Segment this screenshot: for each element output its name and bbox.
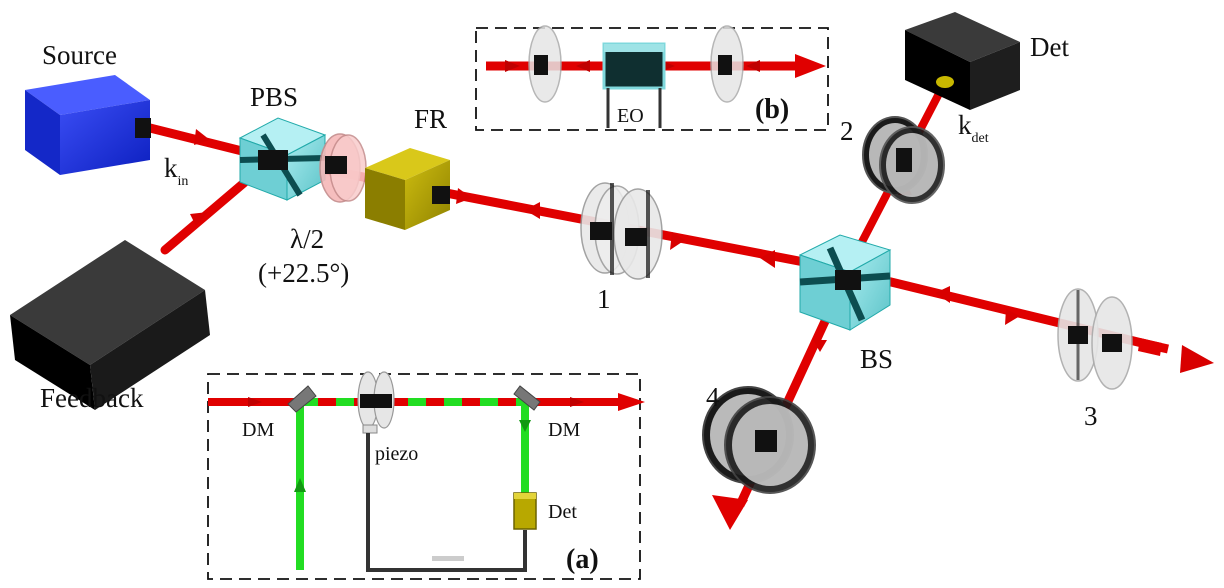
label-port-3: 3 bbox=[1084, 401, 1098, 431]
label-det: Det bbox=[1030, 32, 1069, 62]
label-dm-right: DM bbox=[548, 419, 580, 441]
label-inset-a-tag: (a) bbox=[566, 544, 599, 575]
label-eo: EO bbox=[617, 105, 644, 127]
lens-pair-3 bbox=[1057, 288, 1133, 390]
port4-arrowhead bbox=[712, 495, 748, 530]
inset-a bbox=[207, 371, 645, 580]
port3-dashes bbox=[1138, 338, 1162, 356]
label-waveplate-angle: (+22.5°) bbox=[258, 258, 349, 288]
label-port-2: 2 bbox=[840, 116, 854, 146]
faraday-rotator bbox=[365, 148, 450, 230]
label-pbs: PBS bbox=[250, 82, 298, 112]
lens-pair-1 bbox=[580, 182, 663, 280]
labels: Source Feedback PBS kin λ/2 (+22.5°) FR … bbox=[40, 32, 1098, 575]
label-k-in: kin bbox=[164, 153, 188, 189]
inset-b bbox=[475, 25, 829, 131]
label-fr: FR bbox=[414, 104, 447, 134]
label-piezo: piezo bbox=[375, 443, 418, 465]
label-k-det: kdet bbox=[958, 110, 989, 146]
label-port-1: 1 bbox=[597, 284, 611, 314]
label-inset-b-tag: (b) bbox=[755, 94, 789, 125]
label-half-wave-plate: λ/2 bbox=[290, 224, 324, 254]
lens-pair-2 bbox=[862, 116, 945, 204]
detector-block bbox=[905, 12, 1020, 110]
label-source: Source bbox=[42, 40, 117, 70]
label-det-inset: Det bbox=[548, 501, 577, 523]
lens-pair-4 bbox=[702, 386, 816, 494]
label-dm-left: DM bbox=[242, 419, 274, 441]
feedback-block bbox=[10, 240, 210, 410]
half-wave-plate bbox=[319, 133, 367, 203]
source-laser bbox=[25, 75, 151, 175]
pbs-cube bbox=[238, 117, 327, 201]
bs-cube bbox=[798, 234, 892, 331]
label-feedback: Feedback bbox=[40, 383, 144, 413]
label-bs: BS bbox=[860, 344, 893, 374]
label-port-4: 4 bbox=[706, 382, 720, 412]
